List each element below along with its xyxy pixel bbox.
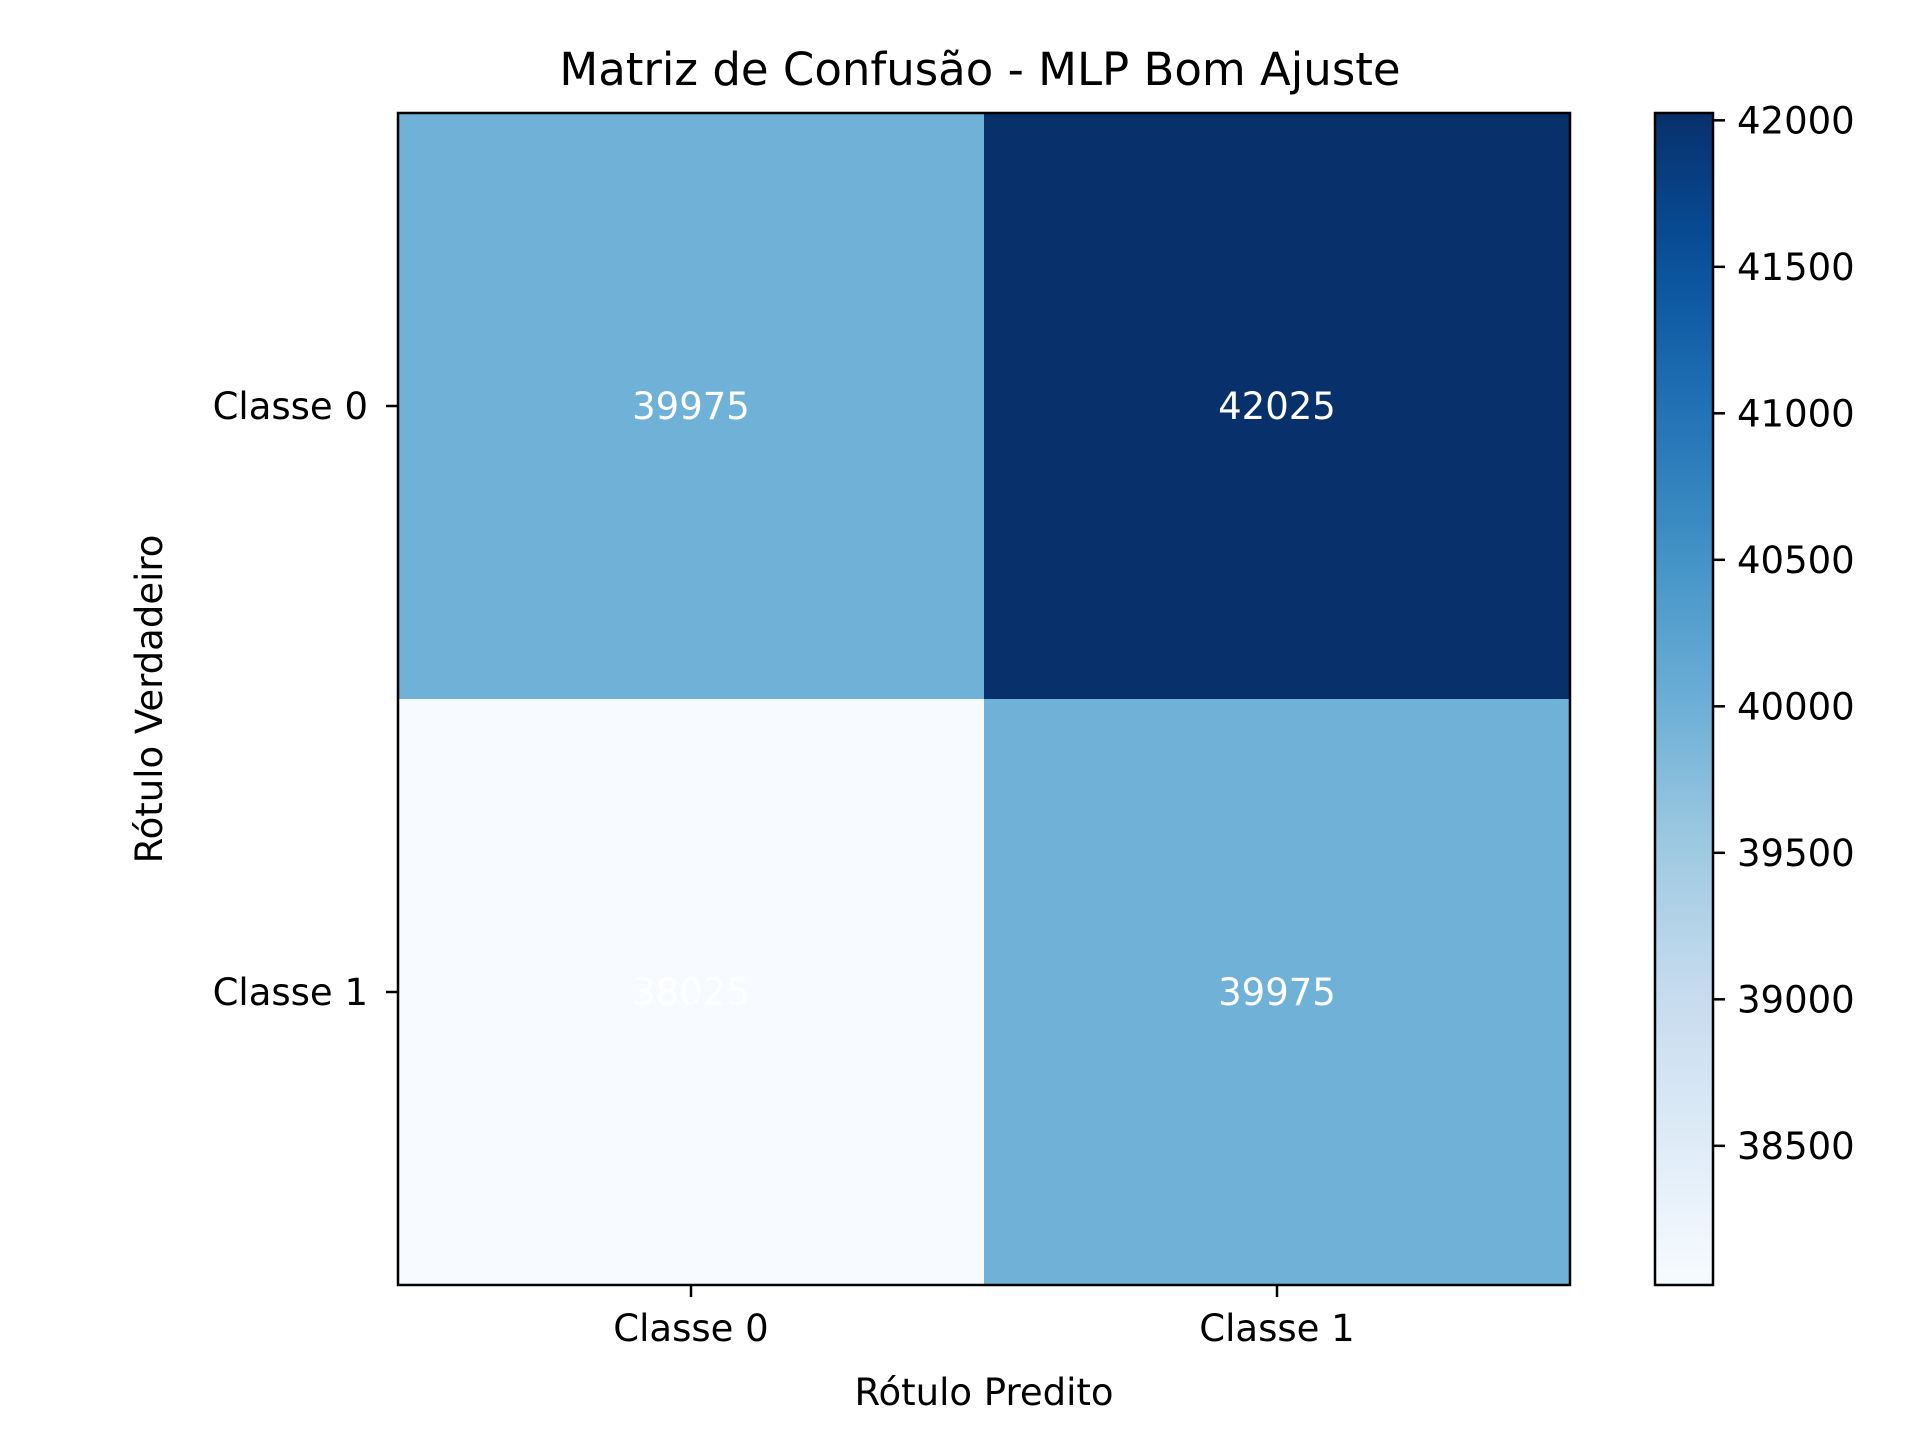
y-axis-label: Rótulo Verdadeiro — [128, 535, 171, 864]
plot-frame — [396, 111, 1572, 1287]
chart-title: Matriz de Confusão - MLP Bom Ajuste — [559, 43, 1400, 96]
cell-annotation-r1-c0: 38025 — [632, 971, 750, 1014]
colorbar-tick-label: 40500 — [1737, 539, 1855, 582]
colorbar-tick-label: 38500 — [1737, 1125, 1855, 1168]
colorbar-tick-label: 41000 — [1737, 392, 1855, 435]
heatmap-cell-r0-c1 — [984, 113, 1570, 699]
heatmap-cell-r0-c0 — [398, 113, 984, 699]
colorbar-tick-label: 41500 — [1737, 246, 1855, 289]
y-tick-label: Classe 0 — [213, 385, 368, 428]
heatmap-cells — [398, 113, 1570, 1285]
colorbar-tick-label: 39000 — [1737, 978, 1855, 1021]
cell-annotations: 39975 42025 38025 39975 — [632, 385, 1336, 1014]
heatmap-cell-r1-c0 — [398, 699, 984, 1285]
x-tick-label: Classe 1 — [1199, 1307, 1354, 1350]
cell-annotation-r1-c1: 39975 — [1218, 971, 1336, 1014]
colorbar-tick-label: 42000 — [1737, 99, 1855, 142]
colorbar — [1653, 111, 1715, 1287]
y-axis-ticks: Classe 0 Classe 1 — [213, 385, 398, 1014]
x-axis-label: Rótulo Predito — [854, 1371, 1113, 1414]
x-tick-label: Classe 0 — [613, 1307, 768, 1350]
heatmap-cell-r1-c1 — [984, 699, 1570, 1285]
cell-annotation-r0-c1: 42025 — [1218, 385, 1336, 428]
y-tick-label: Classe 1 — [213, 971, 368, 1014]
x-axis-ticks: Classe 0 Classe 1 — [613, 1285, 1355, 1350]
colorbar-tick-label: 40000 — [1737, 685, 1855, 728]
colorbar-tick-label: 39500 — [1737, 832, 1855, 875]
colorbar-ticks: 38500 39000 39500 40000 40500 41000 41500 42000 — [1713, 99, 1855, 1168]
cell-annotation-r0-c0: 39975 — [632, 385, 750, 428]
